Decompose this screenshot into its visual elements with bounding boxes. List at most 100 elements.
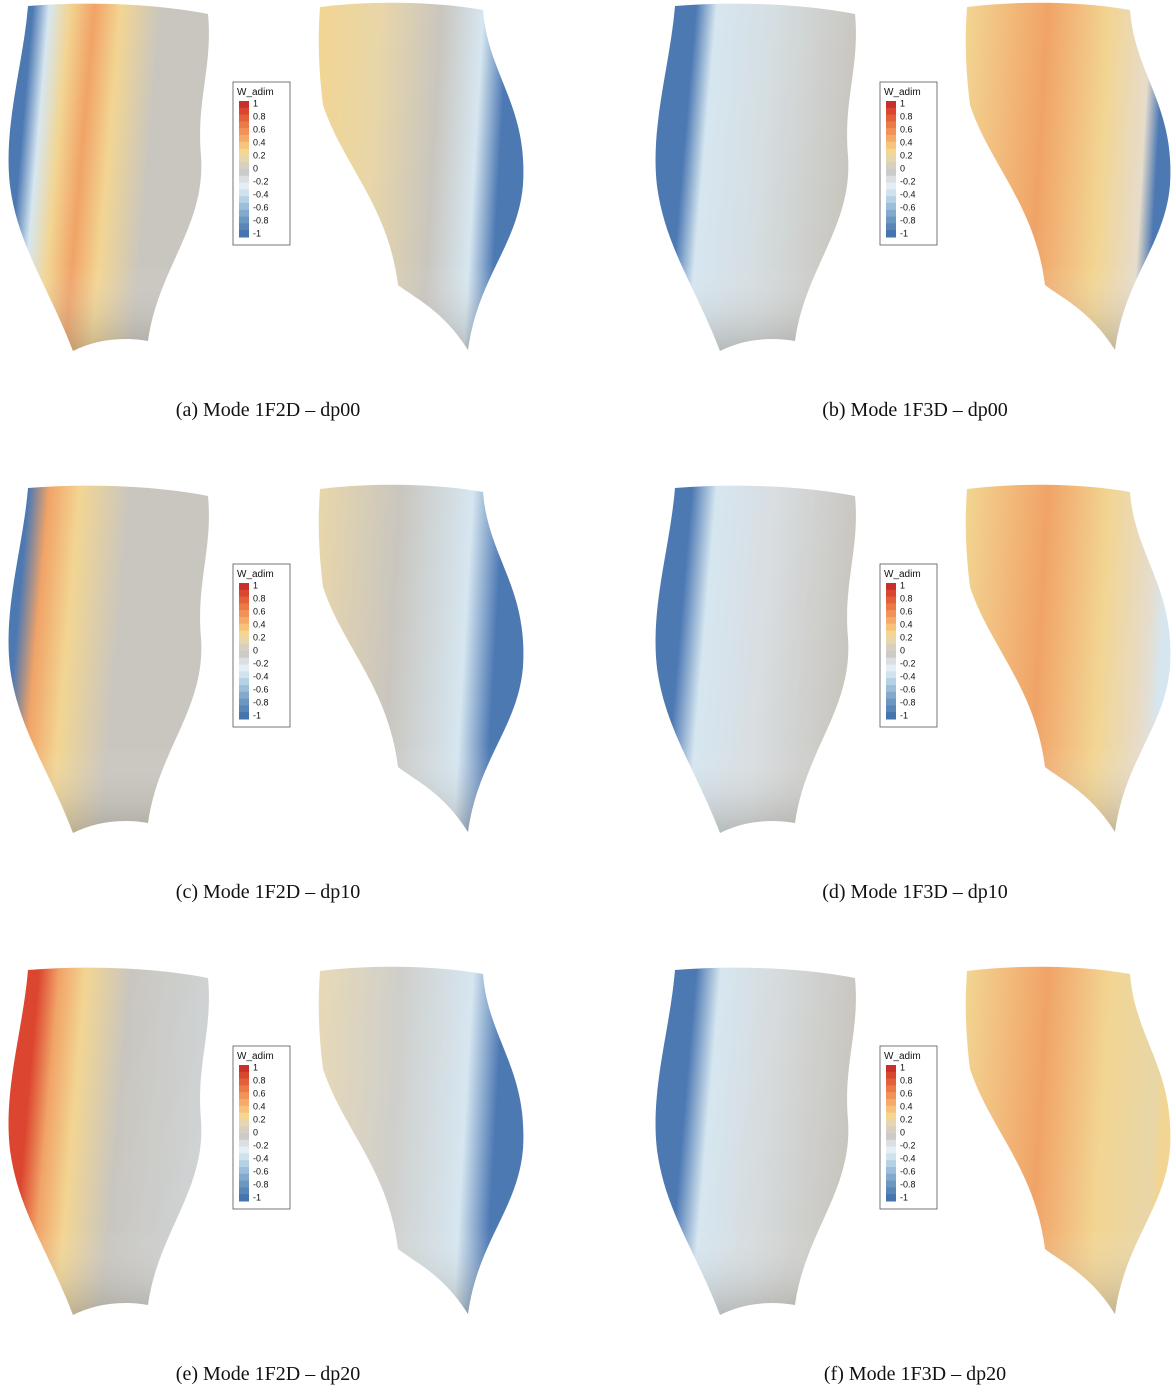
colorbar-label: 0.2: [900, 1114, 913, 1124]
colorbar-label: 0.6: [900, 1088, 913, 1098]
colorbar-band: [239, 705, 249, 713]
colorbar-band: [239, 148, 249, 156]
colorbar-band: [239, 155, 249, 163]
colorbar-band: [886, 196, 896, 204]
colorbar-band: [239, 664, 249, 672]
colorbar-band: [239, 101, 249, 109]
colorbar-band: [239, 685, 249, 693]
colorbar-label: -0.6: [253, 684, 269, 694]
colorbar-band: [239, 1092, 249, 1100]
colorbar-band: [886, 175, 896, 184]
colorbar-band: [886, 651, 896, 659]
colorbar-label: 0.2: [900, 632, 913, 642]
colorbar-label: -0.8: [900, 215, 916, 225]
colorbar-label: 0: [253, 1127, 258, 1137]
colorbar-band: [886, 698, 896, 706]
colorbar-label: 1: [900, 98, 905, 108]
blade-shading: [8, 485, 209, 833]
colorbar-band: [886, 671, 896, 679]
colorbar-band: [239, 175, 249, 184]
colorbar-label: -0.6: [253, 1166, 269, 1176]
colorbar-label: -0.4: [253, 671, 269, 681]
colorbar-band: [239, 678, 249, 686]
colorbar-band: [886, 617, 896, 625]
colorbar-band: [886, 644, 896, 652]
colorbar-band: [886, 589, 896, 598]
blade-shading: [655, 3, 856, 351]
colorbar-band: [239, 583, 249, 591]
colorbar-label: 0.4: [900, 619, 913, 629]
colorbar-band: [886, 637, 896, 645]
colorbar-band: [886, 1085, 896, 1093]
colorbar-label: -0.8: [900, 1179, 916, 1189]
blade-shading: [655, 485, 856, 833]
colorbar-band: [239, 630, 249, 638]
colorbar-title: W_adim: [237, 87, 274, 98]
colorbar-label: 1: [253, 580, 258, 590]
colorbar-band: [239, 1194, 249, 1202]
colorbar-band: [886, 1173, 896, 1182]
colorbar-label: 1: [253, 1062, 258, 1072]
colorbar-band: [239, 196, 249, 204]
colorbar-label: 0.8: [253, 1075, 266, 1085]
colorbar-band: [239, 1112, 249, 1120]
colorbar-label: -1: [900, 710, 908, 720]
blade-shading: [8, 967, 209, 1315]
colorbar-band: [239, 1065, 249, 1073]
blade-shading: [318, 484, 524, 832]
colorbar-band: [886, 203, 896, 211]
colorbar-band: [239, 209, 249, 218]
colorbar-label: 0.8: [253, 593, 266, 603]
colorbar-band: [886, 583, 896, 591]
colorbar-band: [886, 1194, 896, 1202]
colorbar-band: [239, 1173, 249, 1182]
blade-shading: [965, 966, 1171, 1314]
colorbar-band: [886, 1119, 896, 1127]
colorbar-label: -0.2: [253, 176, 269, 186]
colorbar-label: -0.8: [900, 697, 916, 707]
caption: (e) Mode 1F2D – dp20: [176, 1363, 360, 1385]
colorbar-label: 0.6: [900, 606, 913, 616]
colorbar-band: [239, 1187, 249, 1195]
colorbar-band: [886, 135, 896, 143]
colorbar-label: 0.8: [900, 1075, 913, 1085]
colorbar-band: [886, 230, 896, 238]
colorbar-label: 0: [900, 1127, 905, 1137]
colorbar-band: [886, 1139, 896, 1148]
colorbar-label: -0.4: [900, 1153, 916, 1163]
colorbar-label: -1: [900, 228, 908, 238]
colorbar-label: -0.4: [900, 671, 916, 681]
colorbar-label: 1: [900, 1062, 905, 1072]
colorbar-band: [886, 1160, 896, 1168]
colorbar-band: [239, 1133, 249, 1141]
colorbar-label: -0.2: [900, 1140, 916, 1150]
colorbar-band: [239, 182, 249, 190]
colorbar-band: [239, 671, 249, 679]
colorbar-band: [239, 203, 249, 211]
colorbar-band: [239, 1153, 249, 1161]
colorbar-band: [886, 1112, 896, 1120]
colorbar-band: [886, 657, 896, 666]
colorbar-band: [886, 148, 896, 156]
colorbar-band: [886, 1180, 896, 1188]
caption: (f) Mode 1F3D – dp20: [824, 1363, 1006, 1385]
colorbar-band: [239, 596, 249, 604]
colorbar-band: [886, 169, 896, 177]
colorbar-band: [886, 107, 896, 116]
colorbar-band: [239, 114, 249, 122]
colorbar-label: -0.2: [253, 658, 269, 668]
colorbar-band: [239, 141, 249, 150]
colorbar-label: -0.8: [253, 215, 269, 225]
colorbar-band: [239, 589, 249, 598]
colorbar-band: [886, 141, 896, 150]
colorbar-band: [239, 1105, 249, 1114]
colorbar-label: 0.8: [900, 111, 913, 121]
colorbar-band: [239, 128, 249, 136]
